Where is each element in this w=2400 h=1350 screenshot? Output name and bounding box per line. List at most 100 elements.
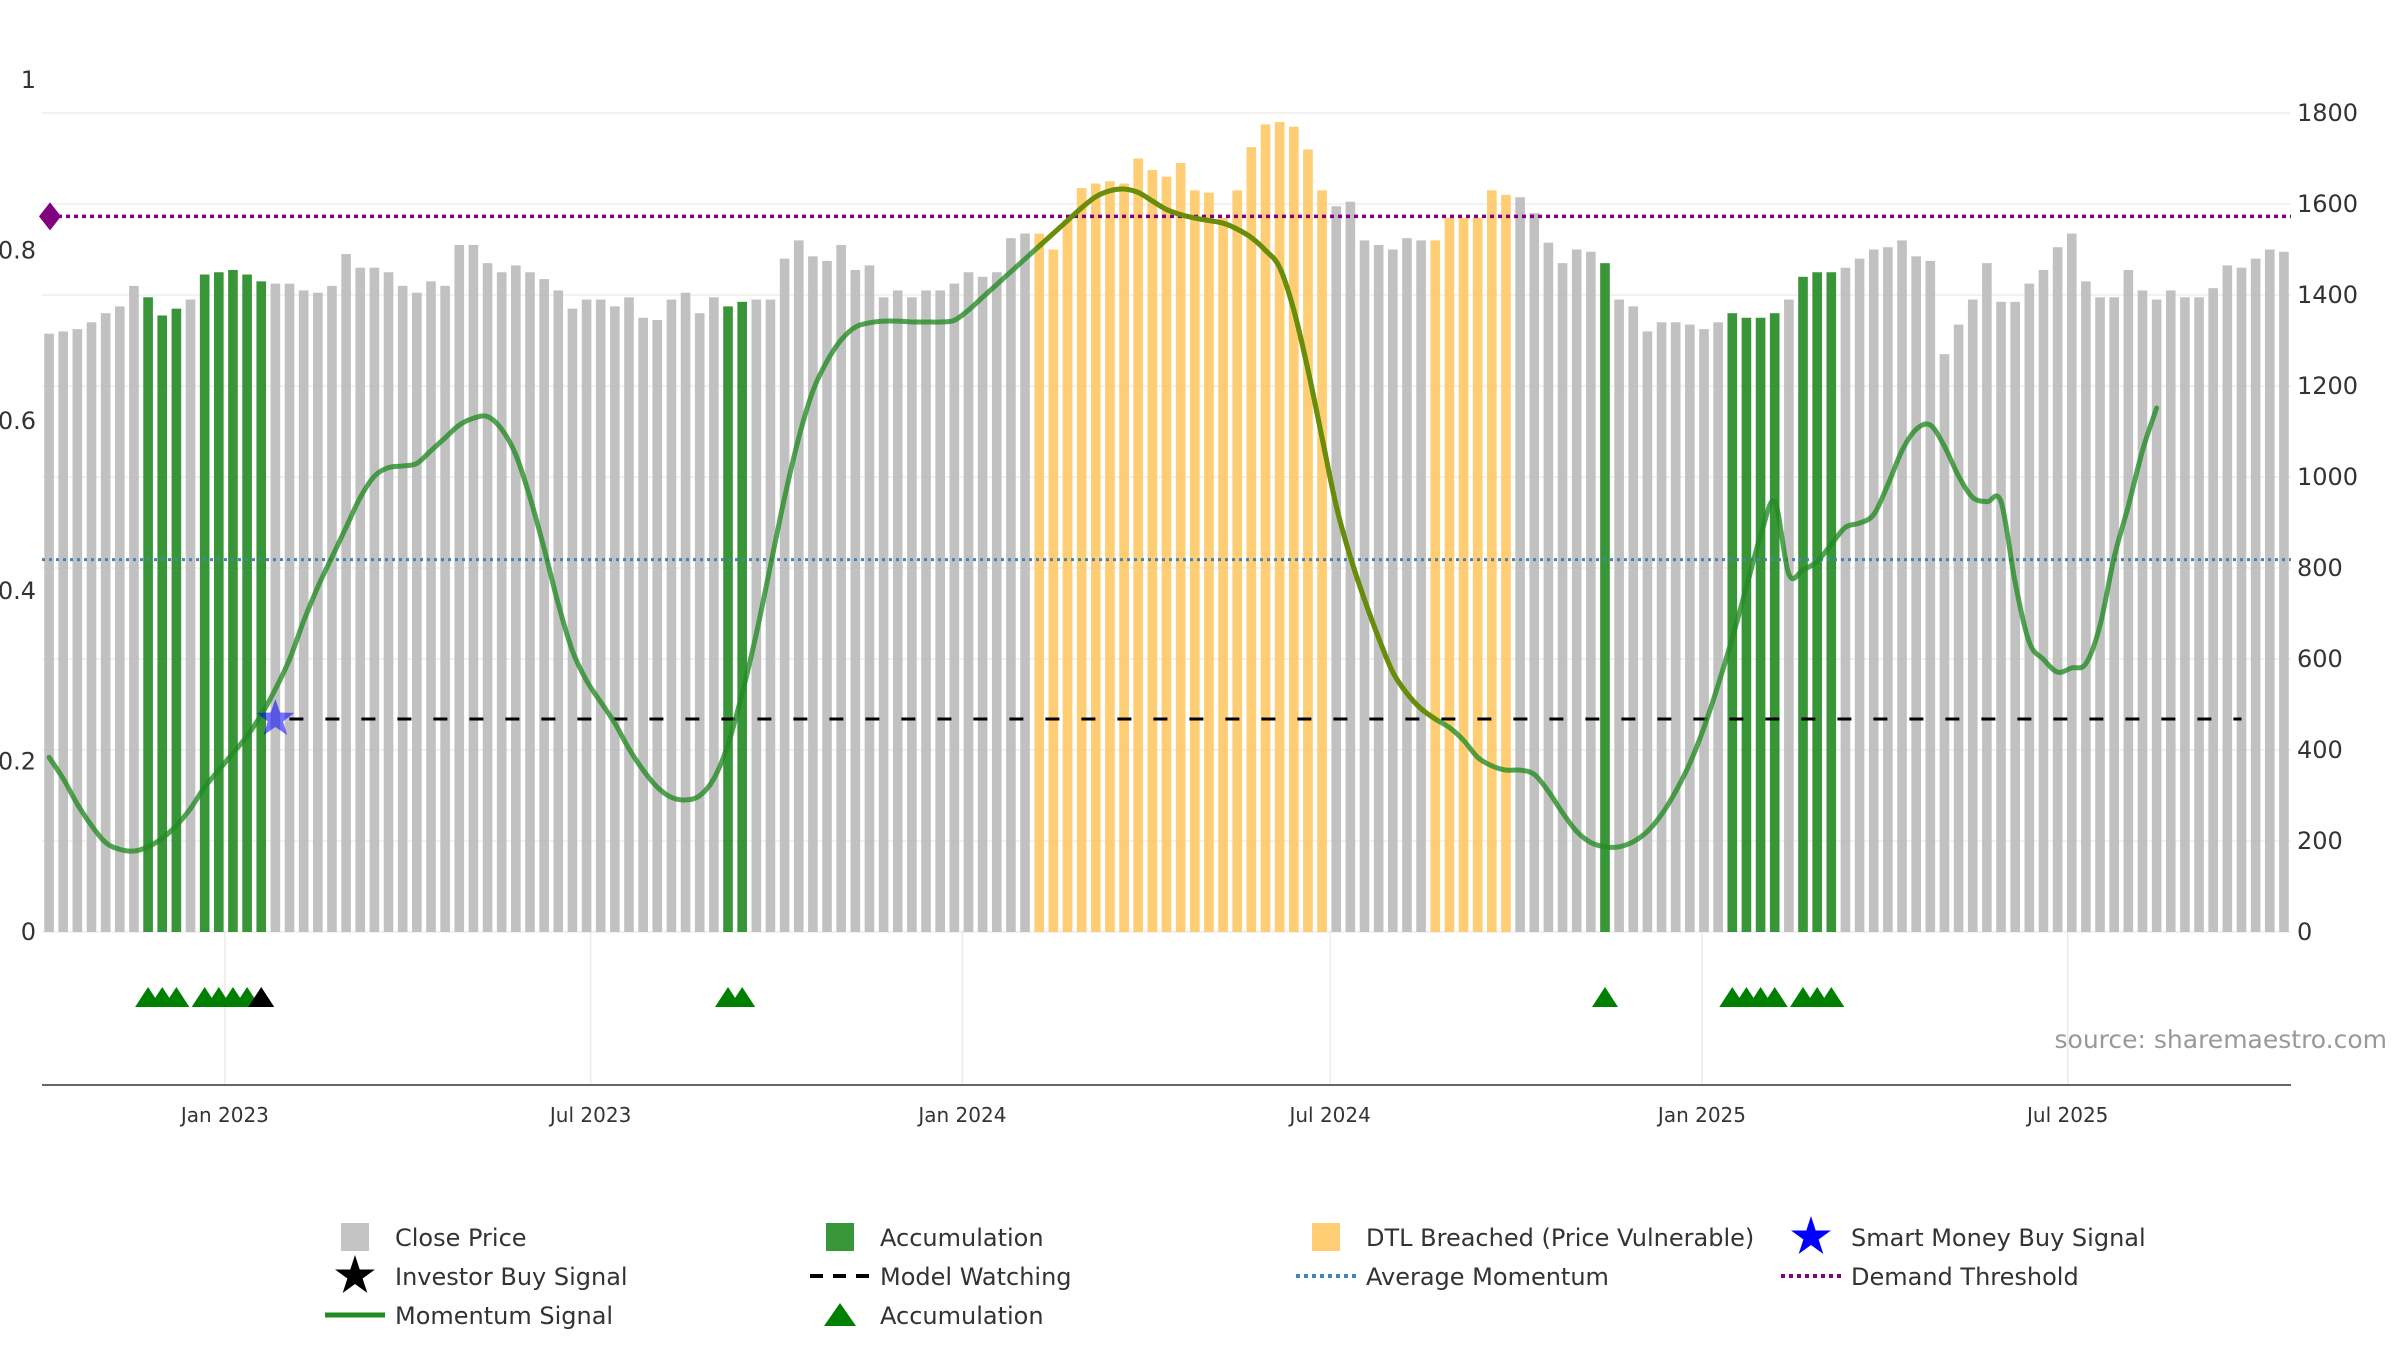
close-price-bar bbox=[440, 285, 450, 932]
accumulation-bar bbox=[242, 274, 252, 932]
legend-star-icon bbox=[335, 1255, 375, 1293]
close-price-bar bbox=[129, 285, 139, 932]
momentum-signal-path bbox=[46, 186, 2160, 854]
accumulation-triangle bbox=[1591, 987, 1618, 1007]
close-price-bar bbox=[2151, 299, 2162, 932]
close-price-bar bbox=[496, 272, 507, 932]
close-price-bar bbox=[1883, 247, 1893, 933]
close-price-bar bbox=[482, 263, 493, 932]
close-price-bar bbox=[1953, 324, 1964, 932]
accumulation-bar bbox=[1755, 317, 1766, 932]
y-left-tick-label: 0 bbox=[21, 918, 36, 946]
legend-label: Accumulation bbox=[880, 1224, 1044, 1252]
close-price-bar bbox=[44, 333, 54, 932]
y-right-tick-label: 600 bbox=[2297, 645, 2343, 673]
legend-item: Investor Buy Signal bbox=[335, 1255, 628, 1293]
close-price-bar bbox=[709, 297, 719, 932]
close-price-bar bbox=[1557, 263, 1568, 932]
close-price-bar bbox=[341, 254, 351, 933]
close-price-bar bbox=[808, 256, 818, 933]
legend-label: Smart Money Buy Signal bbox=[1851, 1224, 2146, 1252]
momentum-dtl-segment bbox=[1036, 186, 1438, 722]
close-price-bar bbox=[765, 299, 776, 932]
accumulation-triangle bbox=[1761, 987, 1788, 1007]
close-price-bar bbox=[114, 306, 125, 933]
close-price-bar bbox=[1388, 249, 1398, 932]
close-price-bar bbox=[977, 276, 988, 932]
close-price-bar bbox=[2165, 290, 2176, 932]
dtl-breached-bar bbox=[1288, 126, 1299, 932]
close-price-bar bbox=[2180, 297, 2190, 932]
smart-money-buy-star bbox=[256, 699, 295, 736]
close-price-bar bbox=[2052, 247, 2063, 933]
close-price-bar bbox=[1331, 206, 1342, 932]
y-right-tick-label: 1600 bbox=[2297, 190, 2358, 218]
legend-item: Momentum Signal bbox=[325, 1302, 613, 1330]
dtl-breached-bar bbox=[1175, 163, 1186, 933]
legend-swatch bbox=[341, 1223, 369, 1251]
accumulation-bar bbox=[1798, 276, 1808, 932]
close-price-bar bbox=[793, 240, 804, 932]
close-price-bar bbox=[1614, 299, 1624, 932]
close-price-bar bbox=[878, 297, 889, 932]
close-price-bar bbox=[850, 269, 861, 933]
dtl-breached-bar bbox=[1076, 188, 1087, 932]
close-price-bar bbox=[355, 267, 366, 932]
legend-star-icon bbox=[1791, 1216, 1831, 1254]
close-price-bar bbox=[1006, 238, 1016, 933]
dtl-breached-bar bbox=[1246, 147, 1257, 933]
close-price-bar bbox=[1586, 251, 1596, 932]
dtl-breached-bar bbox=[1444, 217, 1455, 932]
close-price-bar bbox=[2123, 269, 2134, 933]
dtl-breached-bar bbox=[1204, 192, 1214, 933]
accumulation-bar bbox=[199, 274, 210, 932]
close-price-bars bbox=[44, 122, 2289, 933]
legend-swatch bbox=[1312, 1223, 1340, 1251]
close-price-bar bbox=[1373, 244, 1384, 932]
dtl-breached-bar bbox=[1105, 181, 1115, 932]
legend-swatch bbox=[826, 1223, 854, 1251]
close-price-bar bbox=[2208, 288, 2219, 932]
close-price-bar bbox=[2137, 290, 2148, 932]
close-price-bar bbox=[624, 297, 634, 932]
dtl-breached-bar bbox=[1274, 122, 1285, 933]
close-price-bar bbox=[751, 299, 762, 932]
dtl-breached-bar bbox=[1034, 233, 1045, 932]
y-right-tick-label: 1200 bbox=[2297, 372, 2358, 400]
close-price-bar bbox=[468, 244, 479, 932]
close-price-bar bbox=[680, 292, 691, 933]
close-price-bar bbox=[185, 299, 196, 932]
close-price-bar bbox=[525, 272, 535, 932]
close-price-bar bbox=[2109, 297, 2119, 932]
x-tick-label: Jul 2023 bbox=[548, 1103, 631, 1127]
close-price-bar bbox=[369, 267, 380, 932]
accumulation-bar bbox=[1741, 317, 1752, 932]
dtl-breached-bar bbox=[1430, 240, 1441, 932]
accumulation-bar bbox=[737, 301, 747, 932]
close-price-bar bbox=[412, 292, 422, 933]
y-right-tick-label: 0 bbox=[2297, 918, 2312, 946]
close-price-bar bbox=[1642, 331, 1653, 932]
legend-label: Momentum Signal bbox=[395, 1302, 613, 1330]
legend-label: Average Momentum bbox=[1366, 1263, 1609, 1291]
signal-markers bbox=[135, 699, 1845, 1007]
dtl-breached-bar bbox=[1133, 158, 1144, 932]
close-price-bar bbox=[313, 292, 323, 933]
close-price-bar bbox=[1628, 306, 1639, 933]
x-tick-label: Jan 2023 bbox=[179, 1103, 269, 1127]
accumulation-triangle bbox=[163, 987, 190, 1007]
y-right-tick-label: 1800 bbox=[2297, 99, 2358, 127]
close-price-bar bbox=[284, 283, 295, 933]
close-price-bar bbox=[864, 265, 875, 932]
close-price-bar bbox=[1713, 322, 1723, 932]
accumulation-bar bbox=[1600, 263, 1610, 932]
close-price-bar bbox=[1359, 240, 1370, 932]
close-price-bar bbox=[426, 281, 436, 933]
close-price-bar bbox=[397, 285, 408, 932]
accumulation-bar bbox=[228, 269, 238, 933]
accumulation-bar bbox=[214, 272, 224, 932]
y-right-tick-label: 800 bbox=[2297, 554, 2343, 582]
close-price-bar bbox=[2081, 281, 2091, 933]
axes: 0 0.2 0.4 0.6 0.8 1 0 200 400 600 800 1000 1200 1400 1… bbox=[0, 66, 2358, 1127]
